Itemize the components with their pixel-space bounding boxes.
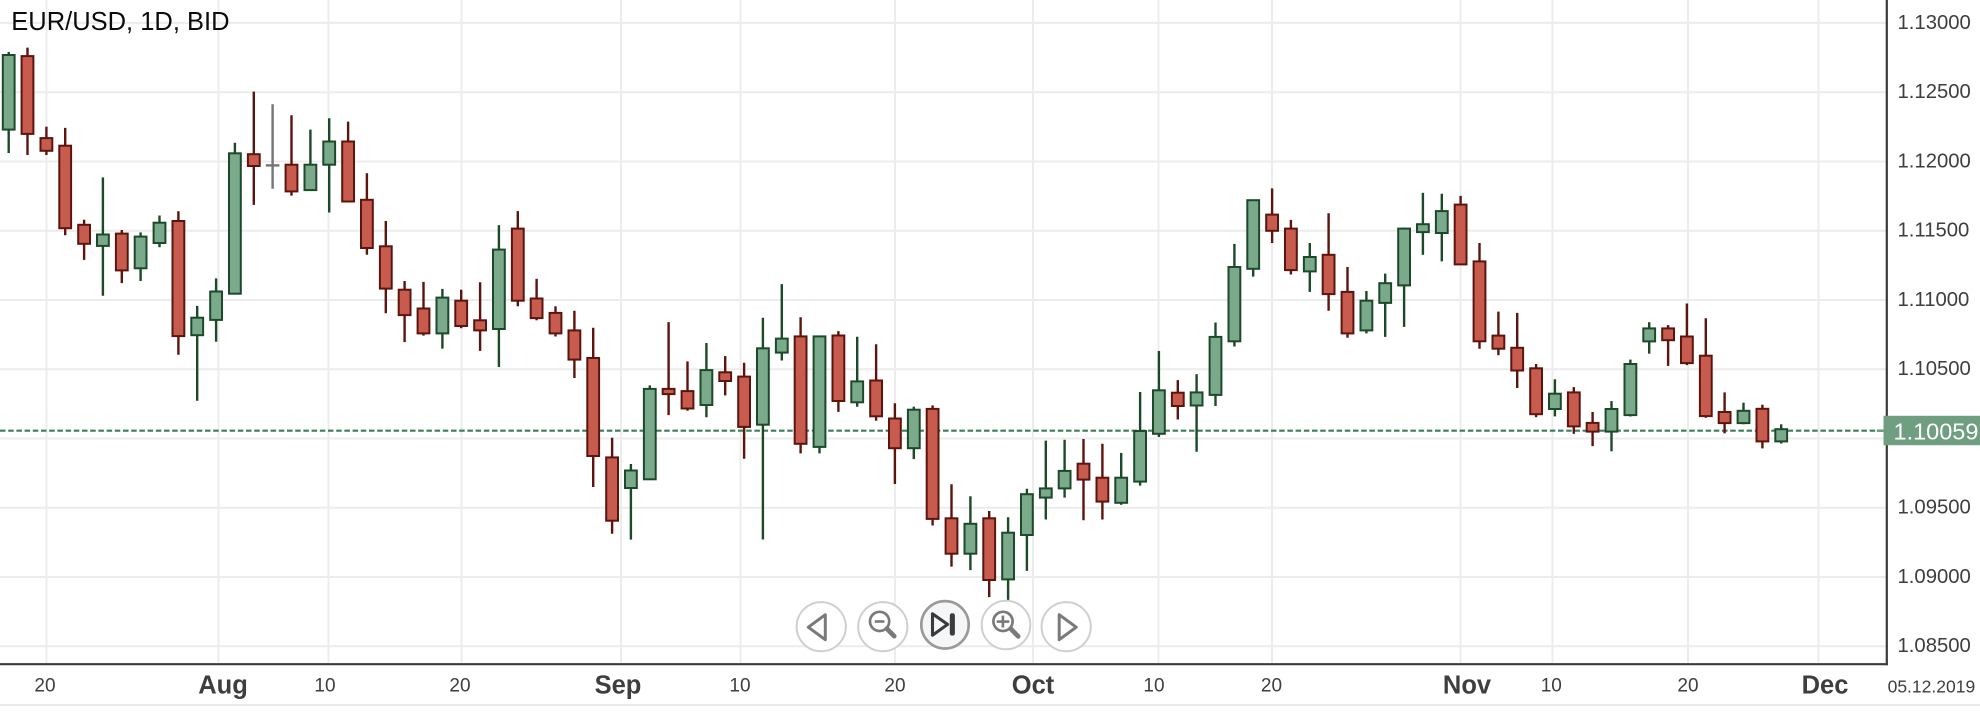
svg-text:05.12.2019: 05.12.2019 <box>1888 676 1976 696</box>
svg-text:10: 10 <box>729 676 750 697</box>
svg-text:Oct: Oct <box>1012 671 1055 699</box>
svg-text:10: 10 <box>1541 676 1562 697</box>
svg-text:10: 10 <box>1143 676 1164 697</box>
svg-text:1.13000: 1.13000 <box>1898 12 1971 34</box>
svg-text:1.12500: 1.12500 <box>1898 81 1971 103</box>
svg-text:Dec: Dec <box>1802 671 1849 699</box>
svg-text:1.10500: 1.10500 <box>1898 358 1971 380</box>
svg-text:Sep: Sep <box>595 671 642 699</box>
svg-text:EUR/USD, 1D, BID: EUR/USD, 1D, BID <box>11 8 229 36</box>
svg-text:1.12000: 1.12000 <box>1898 150 1971 172</box>
svg-text:10: 10 <box>314 676 335 697</box>
svg-text:Nov: Nov <box>1443 671 1492 699</box>
svg-text:20: 20 <box>34 676 55 697</box>
svg-text:20: 20 <box>449 676 470 697</box>
svg-text:1.08500: 1.08500 <box>1898 635 1971 657</box>
svg-text:1.11000: 1.11000 <box>1898 289 1970 311</box>
svg-text:1.09000: 1.09000 <box>1898 566 1971 588</box>
svg-text:1.09500: 1.09500 <box>1898 497 1971 519</box>
svg-text:20: 20 <box>884 676 905 697</box>
svg-text:20: 20 <box>1261 676 1282 697</box>
svg-text:1.10059: 1.10059 <box>1894 418 1979 444</box>
svg-text:20: 20 <box>1677 676 1698 697</box>
svg-text:Aug: Aug <box>198 671 248 699</box>
svg-text:1.11500: 1.11500 <box>1898 220 1970 242</box>
